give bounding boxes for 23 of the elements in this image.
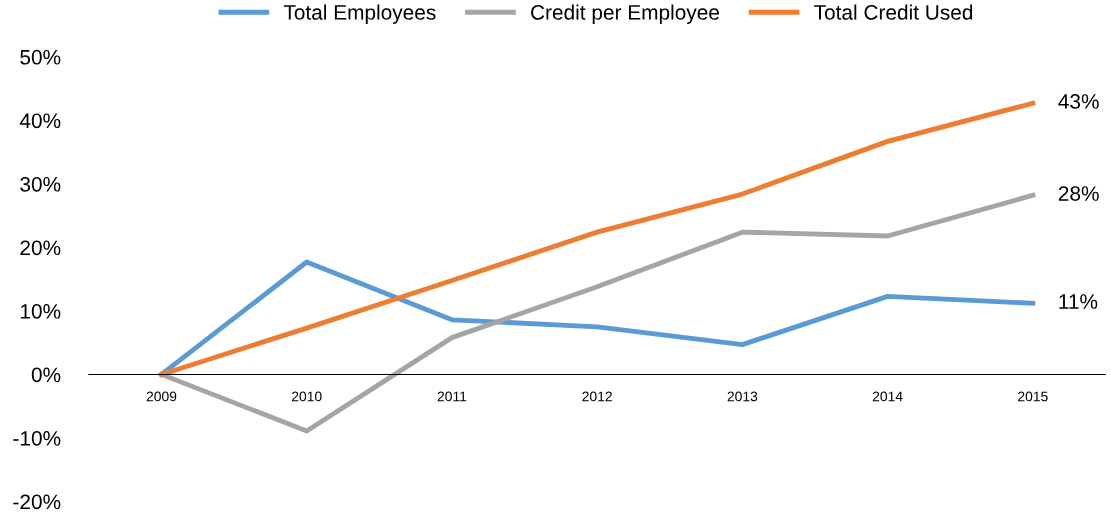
x-tick-label: 2013	[727, 391, 758, 402]
y-tick-label: -20%	[13, 494, 61, 510]
x-tick-label: 2010	[291, 391, 322, 402]
y-tick-label: 50%	[20, 49, 61, 65]
legend-label: Total Employees	[283, 4, 436, 24]
x-tick-label: 2009	[146, 391, 177, 402]
y-tick-label: 20%	[20, 240, 61, 256]
data-label: 28%	[1058, 186, 1099, 201]
y-tick-label: 10%	[20, 303, 61, 319]
line-series	[159, 100, 1036, 377]
y-tick-label: 0%	[31, 367, 61, 383]
y-tick-label: 40%	[19, 113, 61, 129]
data-label: 43%	[1058, 94, 1099, 109]
data-label: 11%	[1059, 294, 1098, 309]
x-tick-label: 2015	[1018, 391, 1048, 402]
legend-label: Credit per Employee	[531, 4, 719, 24]
legend-label: Total Credit Used	[814, 4, 973, 20]
x-tick-label: 2014	[872, 391, 903, 402]
y-tick-label: 30%	[20, 176, 61, 192]
x-tick-label: 2012	[582, 391, 612, 402]
line-series	[159, 259, 1036, 377]
y-tick-label: -10%	[13, 430, 61, 446]
x-tick-label: 2011	[437, 391, 467, 402]
